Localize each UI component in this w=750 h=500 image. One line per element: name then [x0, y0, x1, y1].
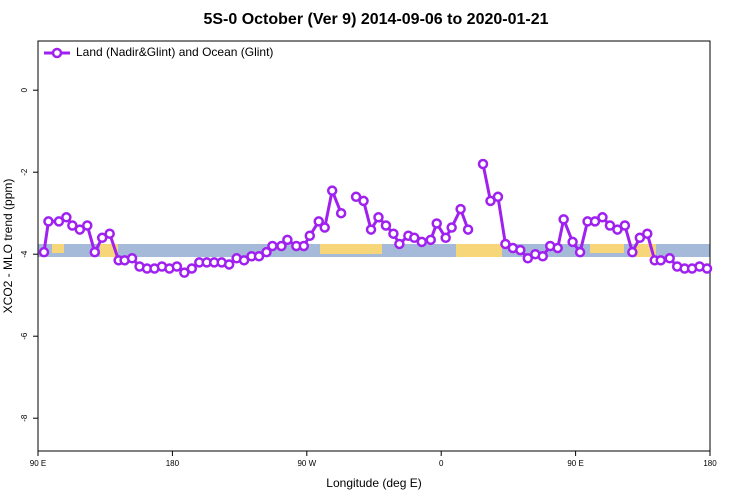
- chart-title: 5S-0 October (Ver 9) 2014-09-06 to 2020-…: [203, 11, 548, 28]
- x-tick-label: 0: [439, 459, 444, 468]
- data-point: [89, 246, 100, 258]
- data-point: [440, 232, 451, 244]
- data-point: [253, 251, 265, 262]
- data-point: [53, 216, 65, 227]
- data-point: [455, 203, 466, 215]
- data-point: [515, 244, 526, 256]
- legend-label: Land (Nadir&Glint) and Ocean (Glint): [76, 45, 273, 59]
- x-tick-label: 90 W: [297, 459, 316, 468]
- x-tick-label: 180: [703, 459, 717, 468]
- x-tick-label: 90 E: [567, 459, 583, 468]
- plot-frame: [37, 40, 711, 452]
- data-point: [589, 216, 601, 227]
- data-point: [655, 255, 666, 266]
- data-point: [492, 191, 504, 203]
- data-point: [335, 207, 347, 219]
- data-point: [267, 240, 278, 252]
- x-tick-label: 180: [166, 459, 180, 468]
- data-point: [567, 236, 578, 248]
- data-point: [409, 232, 420, 244]
- data-point: [104, 228, 115, 239]
- data-point: [634, 232, 646, 244]
- data-point: [431, 218, 442, 229]
- data-point: [82, 220, 93, 231]
- data-point: [358, 195, 369, 207]
- data-point: [171, 261, 183, 272]
- data-point: [298, 240, 310, 252]
- data-point: [282, 234, 293, 246]
- data-point: [326, 185, 338, 196]
- data-point: [223, 259, 235, 270]
- data-point: [365, 224, 377, 235]
- data-point: [604, 220, 616, 231]
- data-point: [701, 263, 713, 274]
- data-point: [276, 240, 287, 252]
- data-point: [319, 222, 330, 233]
- data-point: [74, 224, 86, 235]
- y-tick-label: -4: [20, 250, 29, 258]
- data-point: [261, 246, 272, 258]
- data-point: [627, 246, 638, 258]
- data-point: [462, 224, 474, 235]
- x-tick-label: 90 E: [30, 459, 46, 468]
- data-point: [612, 224, 623, 235]
- y-tick-label: -2: [20, 168, 29, 176]
- legend-marker: [51, 47, 63, 59]
- data-point: [238, 255, 250, 266]
- y-axis-label: XCO2 - MLO trend (ppm): [1, 179, 15, 314]
- data-point: [642, 228, 653, 239]
- data-point: [425, 234, 436, 246]
- y-tick-label: 0: [20, 87, 29, 92]
- y-tick-label: -8: [20, 414, 29, 422]
- data-point: [574, 246, 586, 258]
- data-point: [664, 253, 675, 264]
- data-point: [619, 220, 631, 231]
- data-point: [179, 267, 190, 278]
- data-line: [42, 185, 343, 275]
- data-point: [394, 238, 405, 250]
- data-point: [485, 195, 496, 207]
- data-point: [558, 214, 569, 225]
- data-point: [388, 228, 399, 239]
- data-point: [500, 238, 511, 250]
- data-point: [43, 216, 54, 227]
- data-point: [96, 232, 108, 244]
- data-point: [350, 191, 362, 203]
- data-point: [313, 216, 324, 227]
- data-point: [477, 158, 489, 170]
- data-point: [373, 212, 384, 223]
- data-point: [126, 253, 138, 264]
- data-point: [186, 263, 198, 274]
- data-point: [597, 212, 608, 223]
- data-point: [61, 212, 72, 223]
- data-point: [552, 242, 563, 254]
- data-point: [522, 253, 534, 264]
- data-point: [304, 230, 316, 241]
- data-point: [380, 220, 392, 231]
- data-point: [67, 220, 78, 231]
- land-ocean-strip: [38, 244, 710, 257]
- x-axis-label: Longitude (deg E): [326, 476, 421, 490]
- y-tick-label: -6: [20, 332, 29, 340]
- data-point: [416, 236, 428, 248]
- data-point: [537, 251, 548, 262]
- data-point: [38, 246, 50, 258]
- data-point: [446, 222, 457, 233]
